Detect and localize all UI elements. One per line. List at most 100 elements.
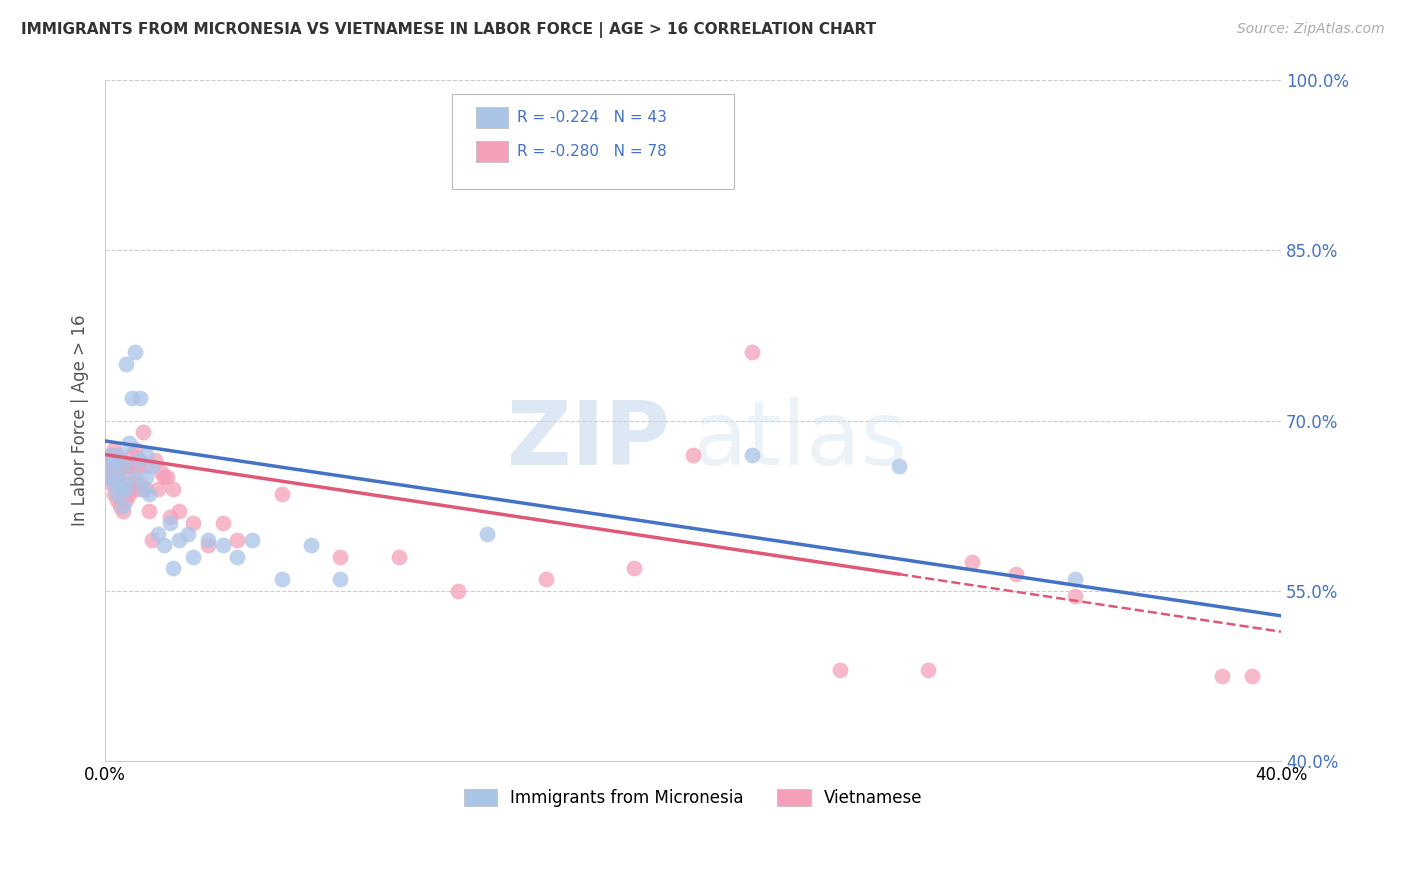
Point bbox=[111, 482, 134, 496]
Point bbox=[105, 448, 128, 462]
Point bbox=[138, 487, 160, 501]
Point bbox=[129, 391, 152, 405]
Point bbox=[162, 561, 184, 575]
Point bbox=[124, 470, 146, 484]
Point bbox=[132, 482, 155, 496]
Point bbox=[100, 475, 122, 490]
Point bbox=[108, 482, 131, 496]
Point bbox=[1005, 566, 1028, 581]
Point bbox=[240, 533, 263, 547]
Point bbox=[197, 538, 219, 552]
Point bbox=[121, 391, 143, 405]
Point bbox=[108, 453, 131, 467]
Point bbox=[103, 475, 125, 490]
Point bbox=[135, 448, 157, 462]
Y-axis label: In Labor Force | Age > 16: In Labor Force | Age > 16 bbox=[72, 315, 89, 526]
Point bbox=[103, 442, 125, 456]
Point bbox=[114, 475, 136, 490]
Point bbox=[534, 573, 557, 587]
Point bbox=[105, 487, 128, 501]
Point bbox=[127, 453, 149, 467]
Point bbox=[135, 482, 157, 496]
Point bbox=[124, 345, 146, 359]
Point bbox=[111, 499, 134, 513]
Point bbox=[270, 487, 292, 501]
Point bbox=[111, 458, 134, 473]
Point bbox=[211, 538, 233, 552]
Point bbox=[741, 448, 763, 462]
Point bbox=[127, 482, 149, 496]
Legend: Immigrants from Micronesia, Vietnamese: Immigrants from Micronesia, Vietnamese bbox=[457, 782, 929, 814]
Point bbox=[887, 458, 910, 473]
Text: R = -0.224   N = 43: R = -0.224 N = 43 bbox=[517, 110, 666, 125]
Point bbox=[1064, 573, 1087, 587]
Point bbox=[114, 482, 136, 496]
Point bbox=[114, 458, 136, 473]
Point bbox=[97, 470, 120, 484]
FancyBboxPatch shape bbox=[453, 94, 734, 189]
Point bbox=[105, 470, 128, 484]
Point bbox=[97, 470, 120, 484]
Point bbox=[682, 448, 704, 462]
Point bbox=[105, 470, 128, 484]
Point bbox=[103, 470, 125, 484]
Point bbox=[962, 556, 984, 570]
Point bbox=[114, 357, 136, 371]
Point bbox=[129, 453, 152, 467]
Point bbox=[138, 504, 160, 518]
Point bbox=[118, 436, 141, 450]
Point bbox=[741, 345, 763, 359]
Point bbox=[329, 573, 352, 587]
Point bbox=[226, 533, 249, 547]
Point bbox=[1211, 669, 1233, 683]
Text: atlas: atlas bbox=[693, 398, 908, 484]
FancyBboxPatch shape bbox=[475, 107, 509, 128]
Point bbox=[153, 470, 176, 484]
Point bbox=[828, 663, 851, 677]
Point bbox=[477, 527, 499, 541]
Point bbox=[146, 482, 169, 496]
Point bbox=[183, 549, 205, 564]
Point bbox=[103, 458, 125, 473]
FancyBboxPatch shape bbox=[475, 141, 509, 161]
Text: ZIP: ZIP bbox=[506, 398, 669, 484]
Point bbox=[153, 538, 176, 552]
Point bbox=[111, 504, 134, 518]
Point bbox=[108, 482, 131, 496]
Point bbox=[176, 527, 198, 541]
Point bbox=[103, 453, 125, 467]
Point bbox=[103, 487, 125, 501]
Point bbox=[623, 561, 645, 575]
Point bbox=[118, 487, 141, 501]
Point bbox=[111, 475, 134, 490]
Point bbox=[100, 448, 122, 462]
Point bbox=[141, 533, 163, 547]
Text: IMMIGRANTS FROM MICRONESIA VS VIETNAMESE IN LABOR FORCE | AGE > 16 CORRELATION C: IMMIGRANTS FROM MICRONESIA VS VIETNAMESE… bbox=[21, 22, 876, 38]
Point bbox=[183, 516, 205, 530]
Text: Source: ZipAtlas.com: Source: ZipAtlas.com bbox=[1237, 22, 1385, 37]
Point bbox=[150, 465, 173, 479]
Point bbox=[127, 458, 149, 473]
Point bbox=[124, 475, 146, 490]
Point bbox=[124, 442, 146, 456]
Point bbox=[135, 458, 157, 473]
Point bbox=[108, 499, 131, 513]
Point bbox=[118, 458, 141, 473]
Point bbox=[197, 533, 219, 547]
Point bbox=[132, 425, 155, 439]
Point bbox=[124, 465, 146, 479]
Point bbox=[100, 458, 122, 473]
Point bbox=[162, 482, 184, 496]
Point bbox=[97, 453, 120, 467]
Point bbox=[167, 504, 190, 518]
Point bbox=[111, 458, 134, 473]
Point bbox=[1064, 590, 1087, 604]
Point bbox=[329, 549, 352, 564]
Point bbox=[917, 663, 939, 677]
Point bbox=[141, 458, 163, 473]
Point bbox=[211, 516, 233, 530]
Point bbox=[135, 470, 157, 484]
Point bbox=[100, 458, 122, 473]
Point bbox=[146, 527, 169, 541]
Point bbox=[299, 538, 322, 552]
